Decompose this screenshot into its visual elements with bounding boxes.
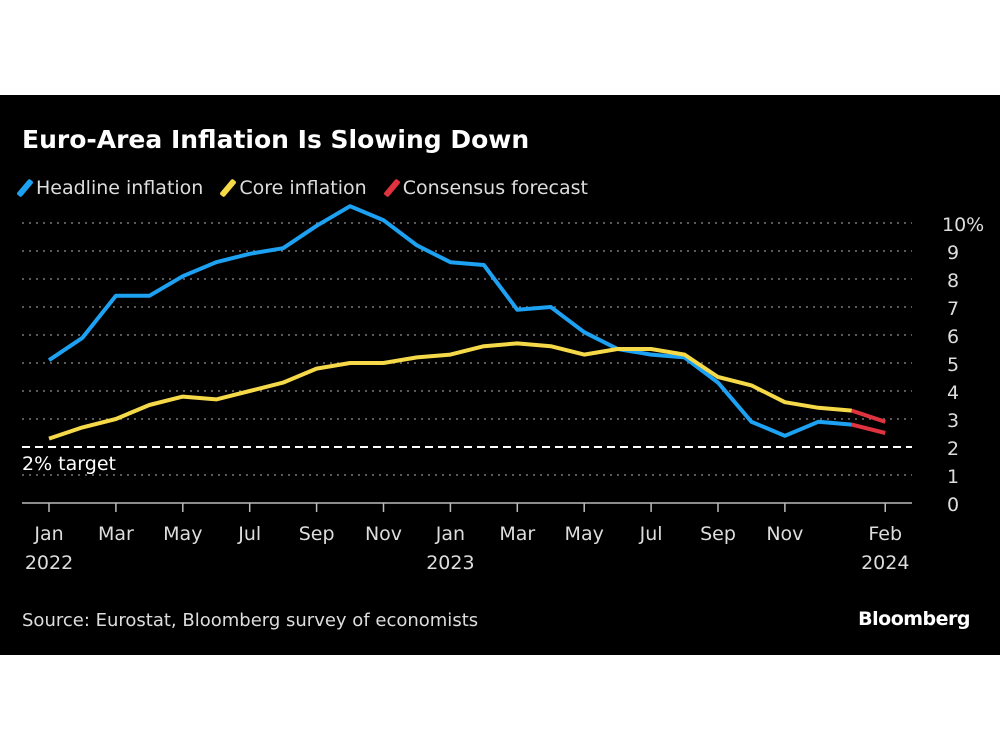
x-tick-label: Mar xyxy=(98,523,134,545)
y-tick-label: 10% xyxy=(942,214,984,236)
x-year-label: 2022 xyxy=(25,552,73,574)
x-tick-label: Jul xyxy=(237,523,261,545)
y-tick-label: 3 xyxy=(947,410,959,432)
x-tick-label: Sep xyxy=(700,523,736,545)
y-tick-label: 6 xyxy=(947,326,959,348)
legend: Headline inflation Core inflation Consen… xyxy=(16,177,588,199)
legend-label: Consensus forecast xyxy=(402,177,588,199)
y-tick-label: 8 xyxy=(947,270,959,292)
x-tick-label: Feb xyxy=(868,523,902,545)
x-tick-label: Jan xyxy=(435,523,465,545)
legend-item-headline: Headline inflation xyxy=(16,177,204,199)
x-tick-label: May xyxy=(565,523,604,545)
source-note: Source: Eurostat, Bloomberg survey of ec… xyxy=(22,610,479,631)
legend-item-forecast: Consensus forecast xyxy=(382,177,588,199)
x-tick-label: May xyxy=(163,523,202,545)
chart-title: Euro-Area Inflation Is Slowing Down xyxy=(22,125,530,154)
x-tick-label: Nov xyxy=(766,523,803,545)
x-tick-label: Jul xyxy=(639,523,663,545)
y-tick-label: 2 xyxy=(947,438,959,460)
legend-label: Headline inflation xyxy=(36,177,204,199)
x-tick-label: Sep xyxy=(299,523,335,545)
bloomberg-logo: Bloomberg xyxy=(858,608,970,630)
forecast-headline-line xyxy=(851,422,886,435)
x-tick-label: Jan xyxy=(33,523,63,545)
headline-line xyxy=(47,204,852,438)
forecast-core-line xyxy=(851,408,886,424)
y-tick-label: 5 xyxy=(947,354,959,376)
x-tick-label: Mar xyxy=(499,523,535,545)
core-line xyxy=(48,341,852,441)
y-tick-label: 0 xyxy=(947,494,959,516)
chart-panel: Euro-Area Inflation Is Slowing Down Head… xyxy=(0,95,1000,655)
target-label: 2% target xyxy=(22,453,116,475)
legend-label: Core inflation xyxy=(239,177,367,199)
x-tick-label: Nov xyxy=(365,523,402,545)
y-tick-label: 7 xyxy=(947,298,959,320)
legend-item-core: Core inflation xyxy=(219,177,367,199)
x-year-label: 2024 xyxy=(861,552,909,574)
y-tick-label: 4 xyxy=(947,382,959,404)
x-year-label: 2023 xyxy=(426,552,474,574)
y-tick-label: 1 xyxy=(947,466,959,488)
y-tick-label: 9 xyxy=(947,242,959,264)
